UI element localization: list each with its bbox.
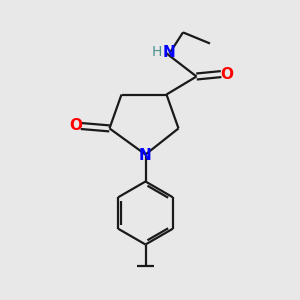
Text: O: O: [220, 67, 233, 82]
Text: N: N: [163, 45, 175, 60]
Text: H: H: [152, 46, 162, 59]
Text: O: O: [69, 118, 82, 134]
Text: N: N: [139, 148, 152, 163]
